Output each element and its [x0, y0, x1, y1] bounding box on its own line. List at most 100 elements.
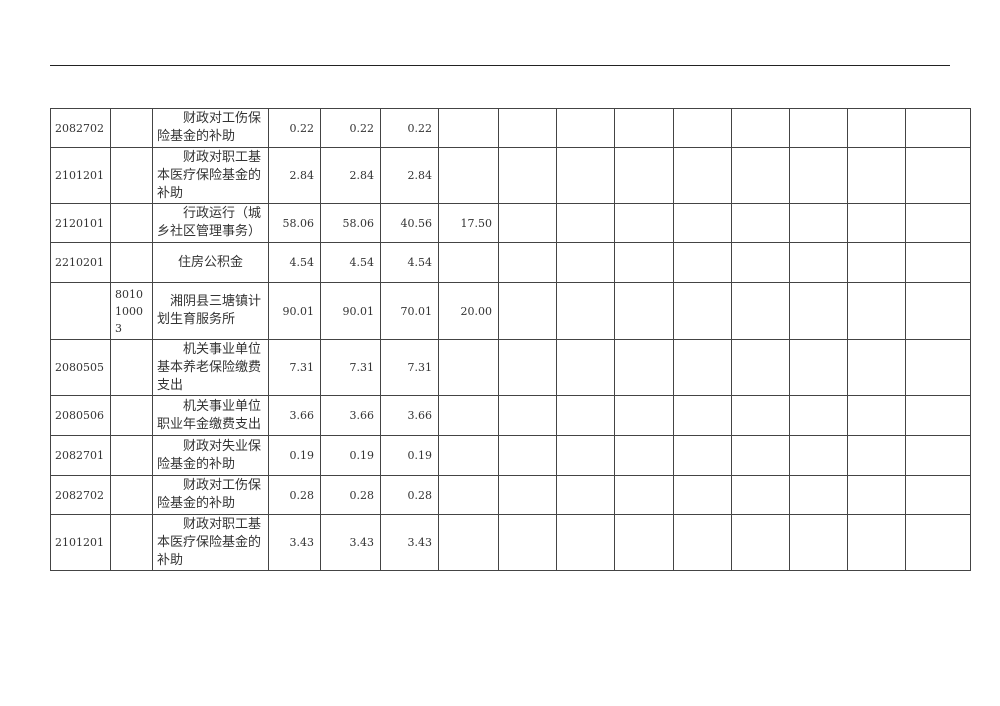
- table-row: 2101201 财政对职工基本医疗保险基金的补助 2.84 2.84 2.84: [50, 147, 971, 204]
- total-cell: 0.22: [268, 108, 321, 148]
- basic-expenditure-cell: 0.28: [380, 475, 439, 515]
- total-cell: 4.54: [268, 242, 321, 283]
- project-expenditure-cell: 17.50: [438, 203, 499, 243]
- empty-cell: [789, 339, 848, 396]
- item-name-cell: 财政对职工基本医疗保险基金的补助: [152, 147, 269, 204]
- empty-cell: [556, 514, 615, 571]
- empty-cell: [556, 435, 615, 476]
- empty-cell: [847, 395, 906, 436]
- empty-cell: [847, 203, 906, 243]
- empty-cell: [731, 514, 790, 571]
- item-name-cell: 财政对工伤保险基金的补助: [152, 475, 269, 515]
- code-cell: 2080505: [50, 339, 111, 396]
- empty-cell: [789, 203, 848, 243]
- basic-expenditure-cell: 7.31: [380, 339, 439, 396]
- unit-code-cell: [110, 395, 153, 436]
- project-expenditure-cell: [438, 147, 499, 204]
- subtotal-cell: 3.43: [320, 514, 381, 571]
- empty-cell: [789, 282, 848, 340]
- empty-cell: [498, 282, 557, 340]
- empty-cell: [673, 147, 732, 204]
- item-name-cell: 财政对职工基本医疗保险基金的补助: [152, 514, 269, 571]
- total-cell: 58.06: [268, 203, 321, 243]
- code-cell: 2082702: [50, 108, 111, 148]
- empty-cell: [614, 242, 674, 283]
- empty-cell: [673, 475, 732, 515]
- empty-cell: [847, 514, 906, 571]
- empty-cell: [731, 395, 790, 436]
- empty-cell: [673, 395, 732, 436]
- budget-table: 2082702 财政对工伤保险基金的补助 0.22 0.22 0.22 2101201 财政…: [50, 108, 971, 571]
- empty-cell: [556, 395, 615, 436]
- empty-cell: [731, 203, 790, 243]
- empty-cell: [847, 242, 906, 283]
- empty-cell: [905, 514, 971, 571]
- empty-cell: [731, 242, 790, 283]
- empty-cell: [789, 147, 848, 204]
- empty-cell: [789, 514, 848, 571]
- total-cell: 0.28: [268, 475, 321, 515]
- empty-cell: [847, 282, 906, 340]
- project-expenditure-cell: [438, 395, 499, 436]
- table-row: 2120101 行政运行（城乡社区管理事务） 58.06 58.06 40.56 17.5…: [50, 203, 971, 243]
- empty-cell: [556, 339, 615, 396]
- empty-cell: [789, 435, 848, 476]
- empty-cell: [847, 339, 906, 396]
- empty-cell: [789, 242, 848, 283]
- unit-code-cell: [110, 339, 153, 396]
- total-cell: 0.19: [268, 435, 321, 476]
- subtotal-cell: 0.28: [320, 475, 381, 515]
- empty-cell: [847, 108, 906, 148]
- empty-cell: [789, 475, 848, 515]
- empty-cell: [498, 203, 557, 243]
- empty-cell: [905, 395, 971, 436]
- unit-code-cell: [110, 242, 153, 283]
- item-name-cell: 财政对失业保险基金的补助: [152, 435, 269, 476]
- code-cell: 2120101: [50, 203, 111, 243]
- unit-code-cell: 801010003: [110, 282, 153, 340]
- unit-code-cell: [110, 514, 153, 571]
- empty-cell: [731, 475, 790, 515]
- empty-cell: [731, 147, 790, 204]
- empty-cell: [498, 475, 557, 515]
- basic-expenditure-cell: 0.19: [380, 435, 439, 476]
- subtotal-cell: 90.01: [320, 282, 381, 340]
- empty-cell: [905, 242, 971, 283]
- empty-cell: [556, 108, 615, 148]
- empty-cell: [673, 339, 732, 396]
- total-cell: 7.31: [268, 339, 321, 396]
- empty-cell: [731, 339, 790, 396]
- project-expenditure-cell: [438, 242, 499, 283]
- basic-expenditure-cell: 3.43: [380, 514, 439, 571]
- empty-cell: [498, 514, 557, 571]
- item-name-cell: 机关事业单位职业年金缴费支出: [152, 395, 269, 436]
- item-name-cell: 住房公积金: [152, 242, 269, 283]
- table-row: 2101201 财政对职工基本医疗保险基金的补助 3.43 3.43 3.43: [50, 514, 971, 571]
- empty-cell: [905, 147, 971, 204]
- item-name-cell: 行政运行（城乡社区管理事务）: [152, 203, 269, 243]
- project-expenditure-cell: [438, 108, 499, 148]
- empty-cell: [498, 242, 557, 283]
- project-expenditure-cell: [438, 514, 499, 571]
- empty-cell: [673, 108, 732, 148]
- project-expenditure-cell: [438, 435, 499, 476]
- empty-cell: [556, 282, 615, 340]
- item-name-cell: 机关事业单位基本养老保险缴费支出: [152, 339, 269, 396]
- empty-cell: [847, 435, 906, 476]
- table-row: 2082702 财政对工伤保险基金的补助 0.22 0.22 0.22: [50, 108, 971, 148]
- subtotal-cell: 0.22: [320, 108, 381, 148]
- basic-expenditure-cell: 4.54: [380, 242, 439, 283]
- unit-code-cell: [110, 435, 153, 476]
- empty-cell: [731, 435, 790, 476]
- subtotal-cell: 4.54: [320, 242, 381, 283]
- project-expenditure-cell: [438, 339, 499, 396]
- code-cell: 2101201: [50, 514, 111, 571]
- empty-cell: [556, 203, 615, 243]
- empty-cell: [905, 203, 971, 243]
- subtotal-cell: 3.66: [320, 395, 381, 436]
- basic-expenditure-cell: 70.01: [380, 282, 439, 340]
- code-cell: 2101201: [50, 147, 111, 204]
- empty-cell: [789, 108, 848, 148]
- total-cell: 2.84: [268, 147, 321, 204]
- code-cell: 2080506: [50, 395, 111, 436]
